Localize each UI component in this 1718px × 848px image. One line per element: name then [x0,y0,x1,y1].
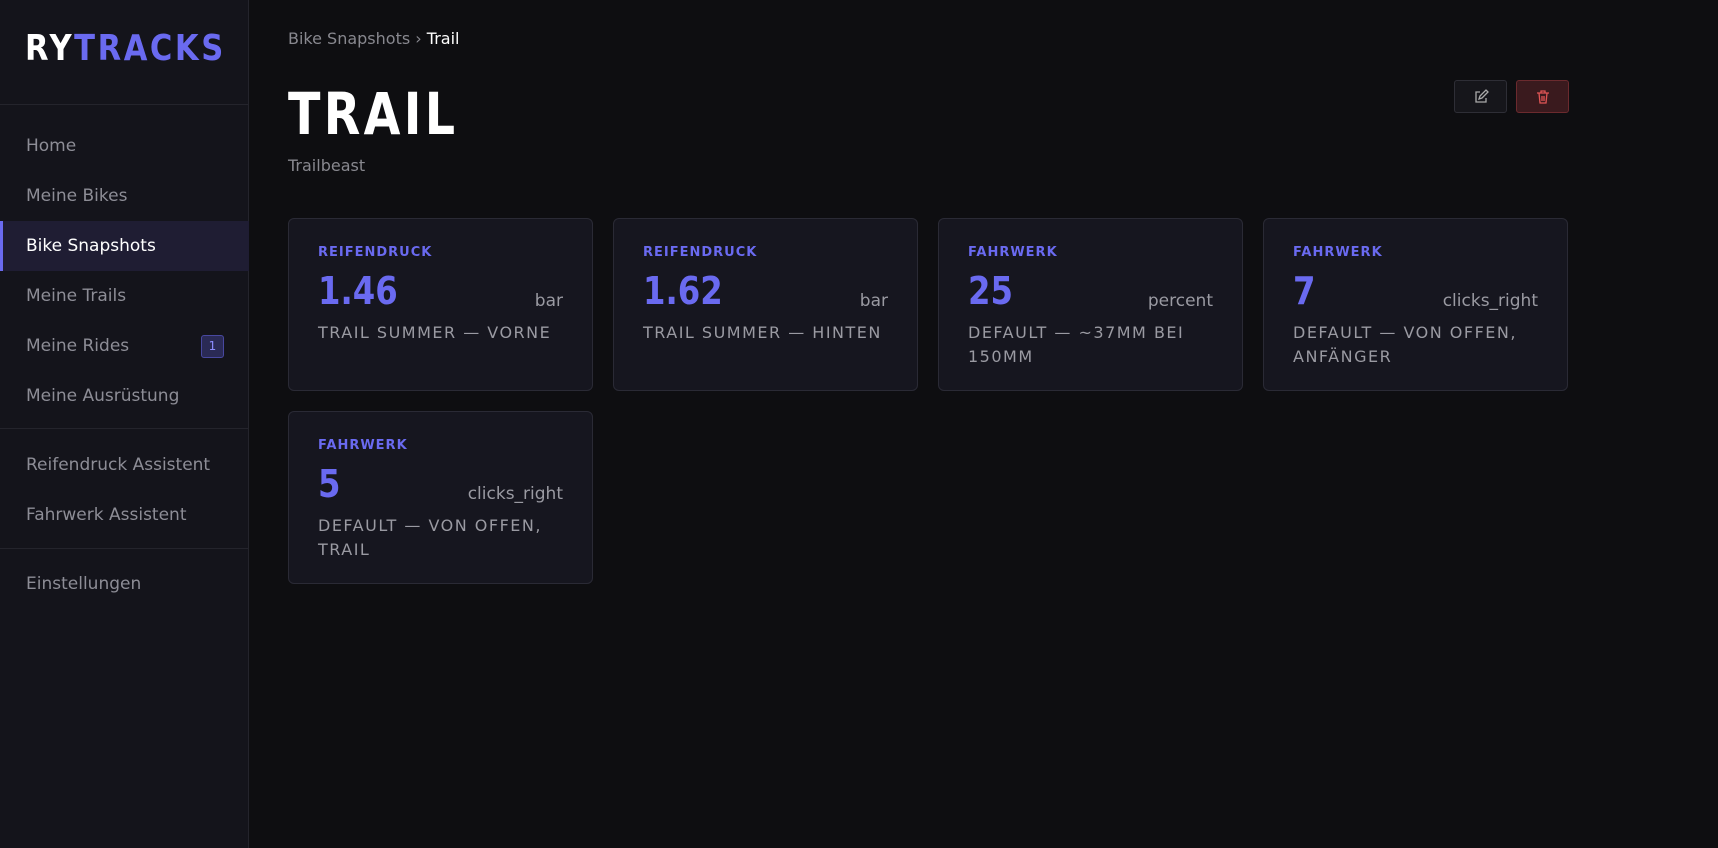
card-unit: percent [1147,291,1213,311]
divider [0,428,249,429]
card-description: DEFAULT — VON OFFEN, ANFÄNGER [1293,323,1517,366]
nav-label: Einstellungen [26,574,142,594]
nav-badge: 1 [201,334,224,358]
nav-label: Meine Trails [26,286,127,306]
nav-label: Meine Ausrüstung [26,386,180,406]
card-unit: clicks_right [1442,291,1538,311]
nav-item[interactable]: Meine Bikes [0,171,249,221]
delete-button[interactable] [1516,80,1569,113]
snapshot-card: REIFENDRUCK 1.62 bar TRAIL SUMMER — HINTEN [613,218,918,391]
nav-item[interactable]: Meine Trails [0,271,249,321]
snapshot-card: FAHRWERK 25 percent DEFAULT — ~37MM BEI 150… [938,218,1243,391]
card-value: 7 [1293,269,1316,313]
nav-group: Reifendruck Assistent Fahrwerk Assistent [0,440,249,540]
page-title: TRAIL [288,80,459,148]
card-description: TRAIL SUMMER — HINTEN [643,323,882,342]
card-unit: bar [534,291,563,311]
edit-button[interactable] [1454,80,1507,113]
divider [0,104,249,105]
nav-label: Meine Bikes [26,186,128,206]
logo-part: TRACKS [74,28,226,69]
divider [0,548,249,549]
card-category: REIFENDRUCK [318,245,433,260]
card-unit: bar [859,291,888,311]
breadcrumb-separator: › [415,29,422,48]
nav-group: Home Meine Bikes Bike Snapshots Meine Trail… [0,121,249,421]
card-description: TRAIL SUMMER — VORNE [318,323,552,342]
card-value: 1.62 [643,269,723,313]
nav-label: Bike Snapshots [26,236,156,256]
sidebar: RYTRACKS Home Meine Bikes Bike Snapshots Me… [0,0,249,848]
breadcrumb-link[interactable]: Bike Snapshots [288,29,411,48]
card-value: 5 [318,462,341,506]
card-description: DEFAULT — VON OFFEN, TRAIL [318,516,542,559]
nav-item[interactable]: Home [0,121,249,171]
nav-item[interactable]: Fahrwerk Assistent [0,490,249,540]
card-unit: clicks_right [467,484,563,504]
breadcrumb: Bike Snapshots › Trail [288,29,459,48]
edit-icon [1474,88,1489,103]
card-category: FAHRWERK [318,438,408,453]
nav-item[interactable]: Reifendruck Assistent [0,440,249,490]
card-grid: REIFENDRUCK 1.46 bar TRAIL SUMMER — VORNE RE… [288,218,1568,584]
snapshot-card: REIFENDRUCK 1.46 bar TRAIL SUMMER — VORNE [288,218,593,391]
nav-label: Meine Rides [26,336,130,356]
breadcrumb-current: Trail [426,29,460,48]
nav-label: Home [26,136,77,156]
card-value: 25 [968,269,1013,313]
nav-item[interactable]: Bike Snapshots [0,221,249,271]
nav-item[interactable]: Meine Rides 1 [0,321,249,371]
snapshot-card: FAHRWERK 5 clicks_right DEFAULT — VON OFFEN… [288,411,593,584]
nav-item[interactable]: Einstellungen [0,559,249,609]
card-category: FAHRWERK [968,245,1058,260]
page-subtitle: Trailbeast [288,156,366,175]
nav-item[interactable]: Meine Ausrüstung [0,371,249,421]
card-category: FAHRWERK [1293,245,1383,260]
snapshot-card: FAHRWERK 7 clicks_right DEFAULT — VON OFFEN… [1263,218,1568,391]
logo-part: RY [25,28,75,69]
nav-label: Reifendruck Assistent [26,455,211,475]
nav-group: Einstellungen [0,559,249,609]
card-description: DEFAULT — ~37MM BEI 150MM [968,323,1185,366]
nav-label: Fahrwerk Assistent [26,505,187,525]
card-category: REIFENDRUCK [643,245,758,260]
delete-icon [1536,89,1549,104]
logo[interactable]: RYTRACKS [25,28,226,69]
card-value: 1.46 [318,269,398,313]
